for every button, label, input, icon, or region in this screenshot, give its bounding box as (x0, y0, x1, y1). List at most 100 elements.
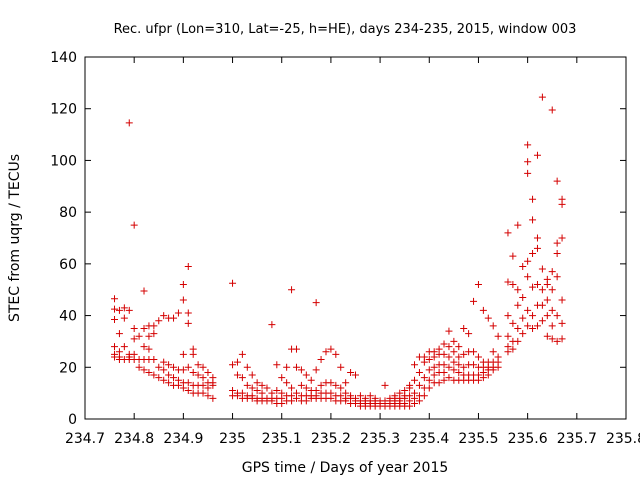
data-point (548, 306, 556, 314)
data-point (184, 309, 192, 317)
data-point (489, 348, 497, 356)
data-point (115, 306, 123, 314)
data-point (519, 293, 527, 301)
data-point (233, 358, 241, 366)
data-point (455, 343, 463, 351)
data-point (174, 381, 182, 389)
data-point (317, 381, 325, 389)
data-point (514, 286, 522, 294)
data-point (420, 374, 428, 382)
data-point (543, 281, 551, 289)
data-point (524, 306, 532, 314)
data-point (337, 363, 345, 371)
data-point (155, 317, 163, 325)
x-tick-label: 235.4 (409, 431, 449, 447)
data-point (533, 234, 541, 242)
x-tick-label: 235.1 (262, 431, 302, 447)
data-point (130, 221, 138, 229)
data-point (179, 281, 187, 289)
data-point (470, 361, 478, 369)
y-tick-label: 60 (59, 257, 77, 273)
data-point (460, 363, 468, 371)
data-point (558, 200, 566, 208)
data-point (278, 399, 286, 407)
data-point (420, 392, 428, 400)
data-point (253, 387, 261, 395)
data-point (297, 366, 305, 374)
data-point (302, 384, 310, 392)
data-point (179, 296, 187, 304)
data-point (165, 379, 173, 387)
data-point (160, 358, 168, 366)
data-point (470, 297, 478, 305)
data-point (145, 368, 153, 376)
data-point (209, 394, 217, 402)
data-point (258, 381, 266, 389)
data-point (548, 335, 556, 343)
data-point (111, 315, 119, 323)
data-point (179, 350, 187, 358)
data-point (553, 239, 561, 247)
data-point (484, 371, 492, 379)
data-point (342, 397, 350, 405)
data-point (558, 319, 566, 327)
y-tick-label: 100 (50, 153, 77, 169)
data-point (509, 281, 517, 289)
data-point (150, 356, 158, 364)
data-point (455, 361, 463, 369)
data-point (347, 368, 355, 376)
data-point (494, 332, 502, 340)
data-point (140, 366, 148, 374)
data-point (243, 381, 251, 389)
data-point (170, 314, 178, 322)
data-point (415, 397, 423, 405)
data-point (204, 368, 212, 376)
data-point (273, 361, 281, 369)
data-point (524, 141, 532, 149)
data-point (406, 402, 414, 410)
data-point (243, 363, 251, 371)
data-point (479, 306, 487, 314)
data-point (332, 381, 340, 389)
data-point (553, 337, 561, 345)
data-point (440, 340, 448, 348)
data-point (529, 195, 537, 203)
data-point (322, 348, 330, 356)
data-point (425, 376, 433, 384)
data-point (529, 250, 537, 258)
x-tick-label: 235.5 (458, 431, 498, 447)
data-point (425, 384, 433, 392)
data-point (150, 371, 158, 379)
data-point (233, 392, 241, 400)
data-point (415, 368, 423, 376)
data-point (465, 330, 473, 338)
data-point (150, 322, 158, 330)
data-point (140, 287, 148, 295)
y-tick-label: 140 (50, 50, 77, 66)
data-point (440, 350, 448, 358)
data-point (120, 343, 128, 351)
data-point (524, 158, 532, 166)
data-point (273, 387, 281, 395)
data-point (135, 363, 143, 371)
data-point (292, 345, 300, 353)
data-point (558, 296, 566, 304)
data-point (425, 356, 433, 364)
plot-frame (84, 56, 627, 420)
data-point (160, 312, 168, 320)
data-point (474, 281, 482, 289)
data-point (489, 366, 497, 374)
data-point (524, 257, 532, 265)
data-point (489, 322, 497, 330)
data-point (194, 371, 202, 379)
data-point (504, 348, 512, 356)
data-point (553, 273, 561, 281)
data-point (145, 332, 153, 340)
data-point (548, 106, 556, 114)
data-point (238, 374, 246, 382)
data-point (543, 332, 551, 340)
data-point (312, 366, 320, 374)
data-point (130, 335, 138, 343)
x-tick-label: 235 (219, 431, 246, 447)
